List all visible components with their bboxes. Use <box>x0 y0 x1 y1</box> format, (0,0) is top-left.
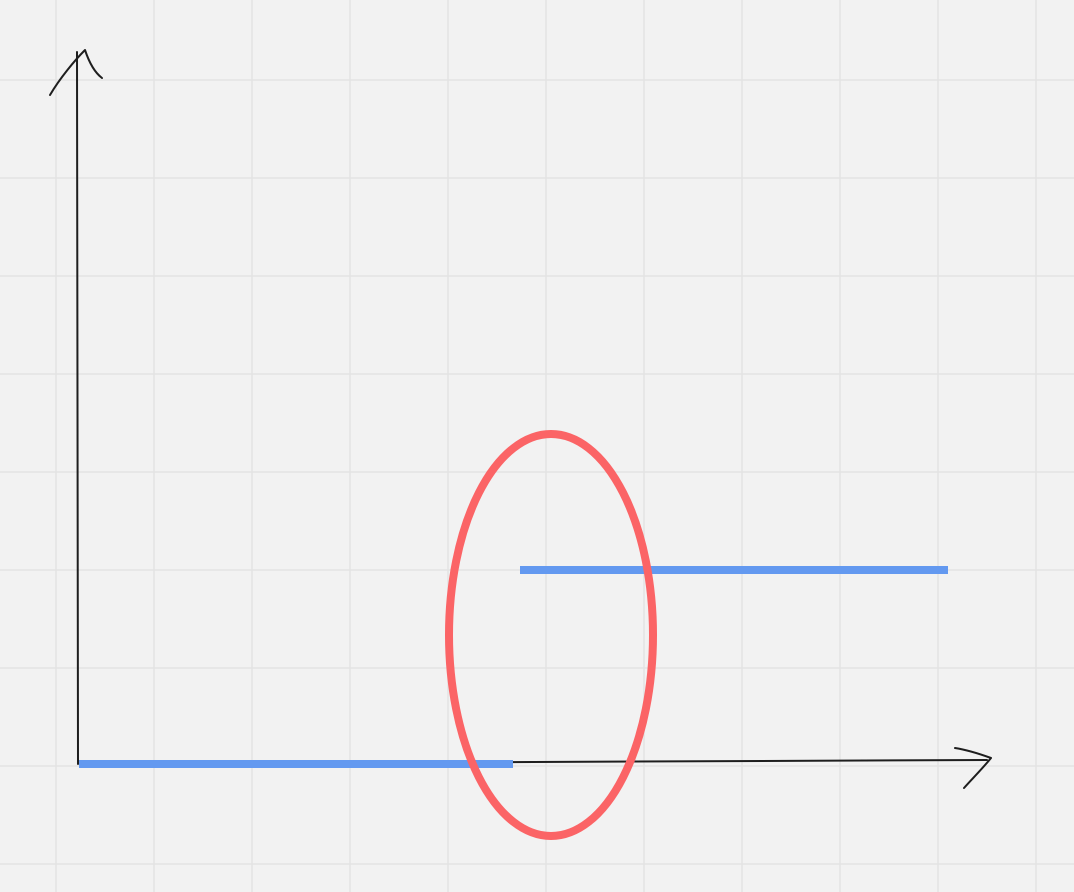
discontinuity-highlight[interactable] <box>445 430 657 840</box>
x-axis-arrowhead <box>954 747 992 789</box>
y-axis-line <box>76 51 79 765</box>
y-axis-arrowhead <box>49 49 103 96</box>
y-axis[interactable] <box>49 49 103 765</box>
